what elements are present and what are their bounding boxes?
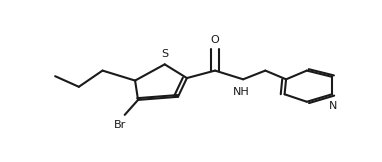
Text: O: O [210,35,219,45]
Text: N: N [329,101,338,111]
Text: Br: Br [114,121,126,130]
Text: NH: NH [233,87,250,97]
Text: S: S [161,49,168,59]
